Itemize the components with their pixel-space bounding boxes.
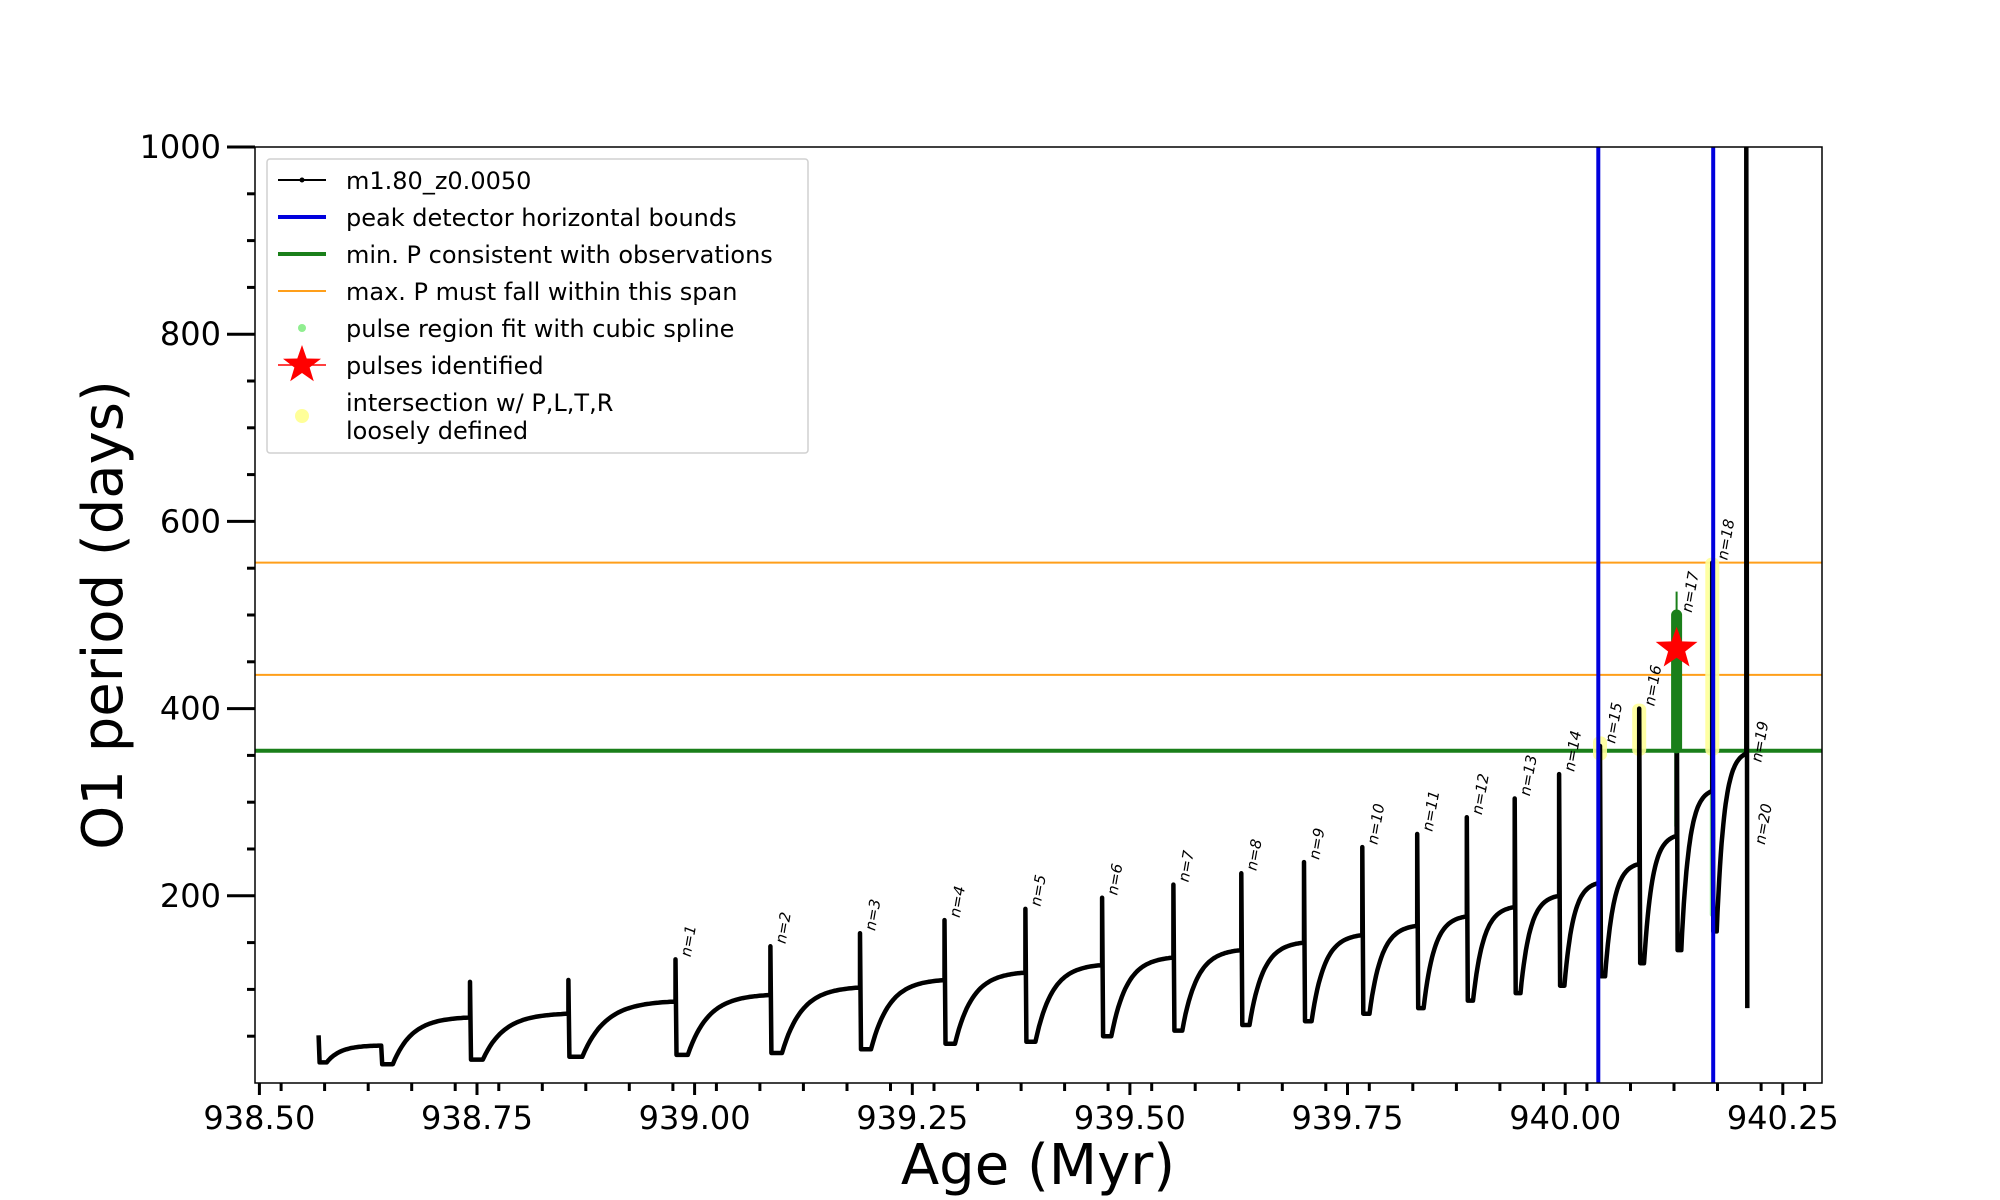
legend-label: max. P must fall within this span (346, 278, 737, 306)
pulse-label: n=3 (861, 898, 884, 932)
legend-label: m1.80_z0.0050 (346, 167, 531, 195)
y-axis-label: O1 period (days) (71, 380, 136, 850)
plot-area (255, 147, 1822, 1083)
legend-entry: max. P must fall within this span (278, 278, 737, 306)
x-axis-label: Age (Myr) (901, 1133, 1175, 1198)
y-tick-label: 1000 (140, 128, 221, 166)
x-axis-ticks: 938.50 938.75 939.00 939.25 939.50 939.75 940.… (203, 1083, 1839, 1137)
legend-entry: pulses identified (278, 345, 544, 382)
pulse-markers (1655, 626, 1698, 667)
x-tick-label: 939.25 (856, 1099, 968, 1137)
legend-handle (283, 345, 321, 382)
x-tick-label: 940.00 (1509, 1099, 1621, 1137)
pulse-label: n=5 (1027, 873, 1050, 907)
y-axis-ticks: 200 400 600 800 1000 (140, 128, 255, 1038)
legend-entry: m1.80_z0.0050 (278, 167, 531, 195)
legend-handle (298, 324, 306, 332)
pulse-label: n=1 (677, 924, 700, 958)
pulse-label: n=4 (946, 885, 969, 919)
legend-label: intersection w/ P,L,T,R loosely defined (346, 389, 613, 445)
legend-entry: peak detector horizontal bounds (278, 204, 737, 232)
legend-label: peak detector horizontal bounds (346, 204, 737, 232)
legend-entry: pulse region fit with cubic spline (298, 315, 734, 343)
legend-handle-marker (299, 177, 305, 183)
legend-box (266, 158, 809, 454)
x-tick-label: 939.50 (1074, 1099, 1186, 1137)
legend-entry: intersection w/ P,L,T,R loosely defined (295, 389, 613, 445)
legend-label: pulse region fit with cubic spline (346, 315, 734, 343)
legend-label: pulses identified (346, 352, 544, 380)
x-tick-label: 938.50 (203, 1099, 315, 1137)
legend-label: min. P consistent with observations (346, 241, 773, 269)
pulse-label: n=9 (1305, 827, 1328, 861)
y-tick-label: 800 (160, 315, 221, 353)
y-tick-label: 600 (160, 502, 221, 540)
pulse-star (1655, 626, 1698, 667)
horizontal-reference-lines (255, 561, 1822, 753)
legend-handle (295, 409, 309, 423)
x-tick-label: 940.25 (1727, 1099, 1839, 1137)
y-tick-label: 400 (160, 690, 221, 728)
vertical-reference-lines (1596, 147, 1716, 1083)
x-tick-label: 939.00 (639, 1099, 751, 1137)
pulse-label: n=2 (772, 911, 795, 945)
pulse-label: n=8 (1243, 838, 1266, 872)
x-tick-label: 938.75 (421, 1099, 533, 1137)
series-line-m1.80_z0.0050 (316, 147, 1750, 1067)
y-tick-label: 200 (160, 877, 221, 915)
pulse-label: n=7 (1175, 849, 1198, 884)
pulse-label: n=6 (1103, 862, 1126, 896)
x-tick-label: 939.75 (1292, 1099, 1404, 1137)
legend-entry: min. P consistent with observations (278, 241, 773, 269)
